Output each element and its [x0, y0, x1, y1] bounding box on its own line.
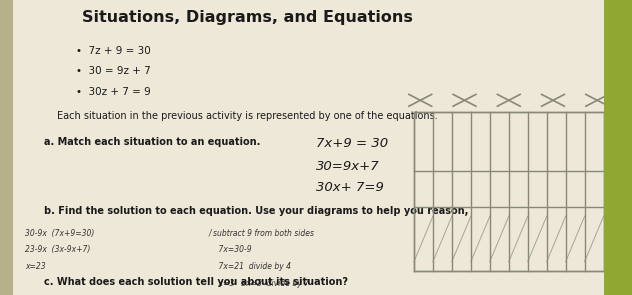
- Text: 30x+ 7=9: 30x+ 7=9: [316, 181, 384, 194]
- Text: 30-9x  (7x+9=30): 30-9x (7x+9=30): [25, 229, 95, 238]
- FancyBboxPatch shape: [414, 112, 604, 271]
- Text: c. What does each solution tell you about its situation?: c. What does each solution tell you abou…: [44, 277, 348, 287]
- Text: •  30z + 7 = 9: • 30z + 7 = 9: [76, 87, 150, 97]
- Text: 7x=21  divide by 4: 7x=21 divide by 4: [209, 262, 291, 271]
- Text: / subtract 9 from both sides: / subtract 9 from both sides: [209, 229, 315, 238]
- Text: Situations, Diagrams, and Equations: Situations, Diagrams, and Equations: [82, 10, 413, 25]
- Text: 7x=30-9: 7x=30-9: [209, 245, 251, 255]
- FancyBboxPatch shape: [13, 0, 626, 295]
- Text: 23-9x  (3x-9x+7): 23-9x (3x-9x+7): [25, 245, 90, 255]
- Text: 30=9x+7: 30=9x+7: [316, 160, 380, 173]
- Text: Each situation in the previous activity is represented by one of the equations.: Each situation in the previous activity …: [57, 111, 437, 121]
- Text: a. Match each situation to an equation.: a. Match each situation to an equation.: [44, 137, 260, 147]
- Text: x=23: x=23: [25, 262, 46, 271]
- Text: b. Find the solution to each equation. Use your diagrams to help you reason,: b. Find the solution to each equation. U…: [44, 206, 468, 217]
- Text: •  7z + 9 = 30: • 7z + 9 = 30: [76, 46, 150, 56]
- FancyBboxPatch shape: [604, 0, 632, 295]
- Text: x=3   3x=3  divide by 7: x=3 3x=3 divide by 7: [209, 279, 308, 288]
- Text: 7x+9 = 30: 7x+9 = 30: [316, 137, 388, 150]
- Text: •  30 = 9z + 7: • 30 = 9z + 7: [76, 66, 150, 76]
